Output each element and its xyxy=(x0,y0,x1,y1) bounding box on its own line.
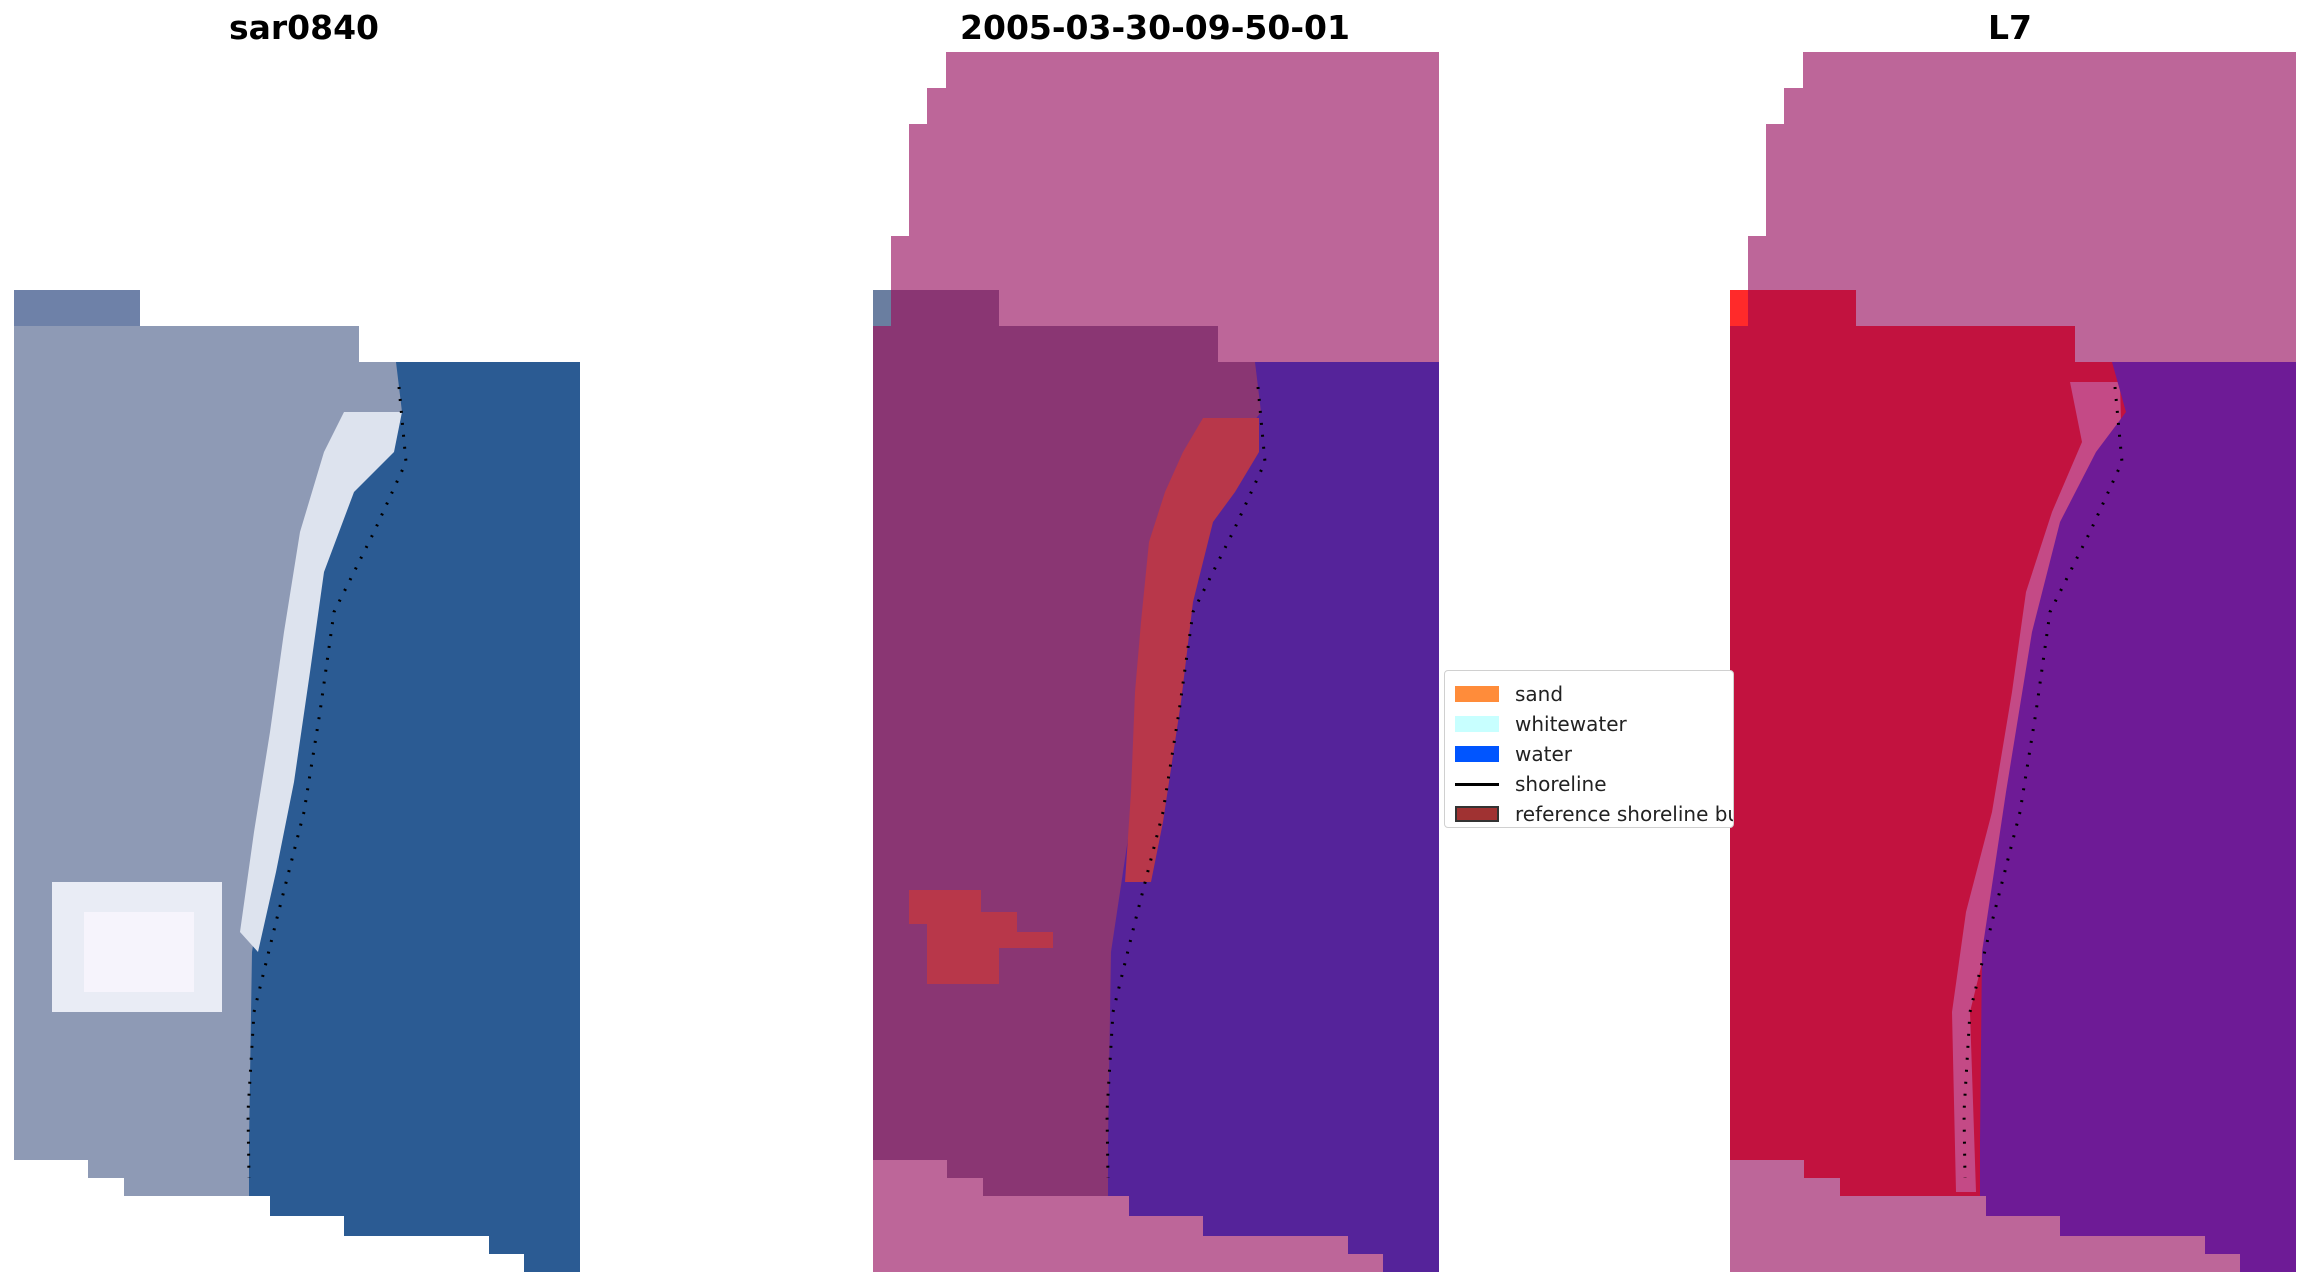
legend: sand whitewater water shoreline referenc… xyxy=(1444,670,1734,828)
legend-item-sand: sand xyxy=(1455,679,1733,709)
legend-item-reference-buffer: reference shoreline buffer xyxy=(1455,799,1733,827)
buffer-patch xyxy=(909,890,1053,984)
water-index xyxy=(1980,362,2296,1272)
satellite-rgb-image xyxy=(14,290,580,1272)
bottom-mask xyxy=(873,1160,1383,1272)
top-mask xyxy=(1748,52,2296,362)
index-image xyxy=(1730,52,2296,1272)
whitewater-band xyxy=(240,412,402,952)
classified-image xyxy=(873,52,1439,1272)
water-area xyxy=(249,362,580,1272)
legend-item-water: water xyxy=(1455,739,1733,769)
dark-patch xyxy=(14,290,140,326)
legend-item-shoreline: shoreline xyxy=(1455,769,1733,799)
reference-buffer xyxy=(1125,418,1259,882)
legend-label: reference shoreline buffer xyxy=(1515,802,1733,826)
panel-title-index: L7 xyxy=(1988,8,2032,47)
legend-label: shoreline xyxy=(1515,772,1607,796)
corner-pixel xyxy=(873,290,891,326)
panel-title-rgb: sar0840 xyxy=(228,8,380,47)
water-swatch xyxy=(1455,746,1499,762)
legend-label: water xyxy=(1515,742,1572,766)
bright-feature-core xyxy=(84,912,194,992)
legend-item-whitewater: whitewater xyxy=(1455,709,1733,739)
bottom-mask xyxy=(1730,1160,2240,1272)
reference-buffer-swatch xyxy=(1455,806,1499,822)
top-mask xyxy=(891,52,1439,362)
legend-label: sand xyxy=(1515,682,1564,706)
shoreline-swatch xyxy=(1455,782,1499,786)
sand-swatch xyxy=(1455,686,1499,702)
whitewater-swatch xyxy=(1455,716,1499,732)
corner-pixel xyxy=(1730,290,1748,326)
legend-label: whitewater xyxy=(1515,712,1627,736)
panel-title-classified: 2005-03-30-09-50-01 xyxy=(960,8,1350,47)
